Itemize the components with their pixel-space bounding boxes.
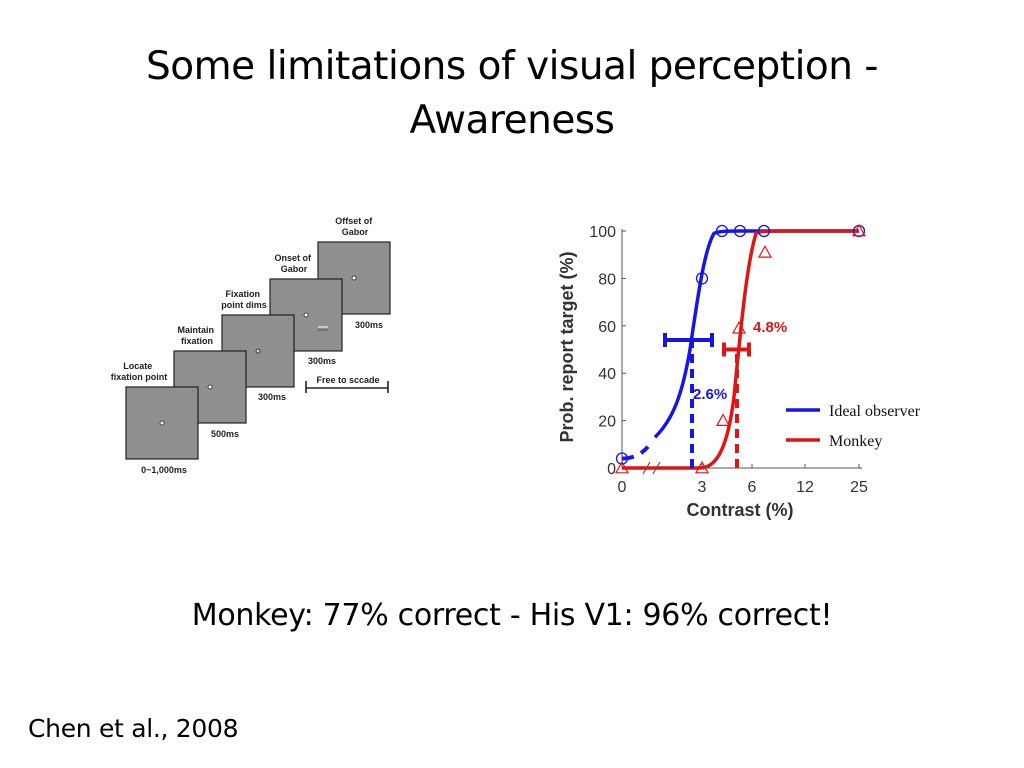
x-tick-label: 12: [796, 479, 814, 496]
duration-onset-gabor: 300ms: [308, 356, 336, 366]
y-tick-label: 0: [607, 461, 616, 478]
legend-label-ideal-observer: Ideal observer: [829, 403, 921, 420]
stage-label-onset-gabor: Onset of Gabor: [274, 253, 313, 274]
duration-locate-fixation: 0~1,000ms: [141, 465, 187, 475]
y-tick-label: 20: [598, 414, 616, 431]
monkey-data-point: [694, 460, 710, 474]
legend-label-monkey: Monkey: [829, 433, 882, 450]
ideal-observer-data-point: [695, 272, 709, 285]
fixation-point-icon: [351, 275, 357, 281]
free-saccade-bracket: [305, 381, 389, 393]
monkey-data-point: [731, 320, 747, 334]
monkey-data-point: [715, 413, 731, 426]
stage-label-maintain-fixation: Maintain fixation: [177, 325, 216, 346]
series-line-ideal-observer-dashed: [621, 445, 650, 461]
x-tick-label: 6: [748, 479, 757, 496]
x-tick-label: 3: [698, 479, 707, 496]
y-tick-label: 40: [598, 366, 616, 383]
gabor-patch-icon: [318, 326, 328, 331]
x-tick-label: 0: [618, 479, 627, 496]
free-saccade-label: Free to sccade: [316, 375, 379, 385]
monkey-data-point: [614, 460, 630, 474]
duration-fixation-dims: 300ms: [258, 392, 286, 402]
y-axis-label: Prob. report target (%): [557, 251, 577, 442]
monkey-data-point: [757, 245, 773, 258]
x-tick-label: 25: [850, 479, 868, 496]
duration-offset-gabor: 300ms: [355, 320, 383, 330]
y-tick-label: 100: [589, 224, 616, 241]
slide-title-line-1: Some limitations of visual perception -: [146, 44, 878, 89]
ideal-observer-threshold-label: 2.6%: [693, 386, 727, 403]
fixation-point-icon: [303, 312, 309, 318]
ideal-observer-data-point: [733, 224, 747, 238]
slide-title-line-2: Awareness: [409, 98, 615, 143]
fixation-point-icon: [255, 348, 261, 354]
slide-caption: Monkey: 77% correct - His V1: 96% correc…: [191, 598, 833, 633]
y-tick-label: 60: [598, 319, 616, 336]
series-line-monkey: [622, 229, 859, 470]
stage-label-offset-gabor: Offset of Gabor: [335, 216, 375, 237]
ideal-observer-data-point: [757, 224, 771, 238]
fixation-point-icon: [159, 420, 165, 426]
monkey-threshold-label: 4.8%: [753, 319, 787, 336]
ideal-observer-data-point: [615, 452, 629, 465]
stage-label-fixation-dims: Fixation point dims: [221, 289, 267, 310]
series-line-ideal-observer: [653, 229, 859, 439]
monkey-data-point: [851, 223, 867, 237]
ideal-observer-data-point: [715, 224, 729, 238]
duration-maintain-fixation: 500ms: [211, 429, 239, 439]
fixation-point-icon: [207, 384, 213, 390]
citation: Chen et al., 2008: [28, 714, 239, 743]
stage-label-locate-fixation: Locate fixation point: [111, 361, 168, 382]
x-axis-label: Contrast (%): [687, 500, 794, 520]
slide-title: Some limitations of visual perception - …: [0, 40, 1024, 148]
task-screen-locate-fixation: [125, 386, 199, 460]
y-tick-label: 80: [598, 271, 616, 288]
